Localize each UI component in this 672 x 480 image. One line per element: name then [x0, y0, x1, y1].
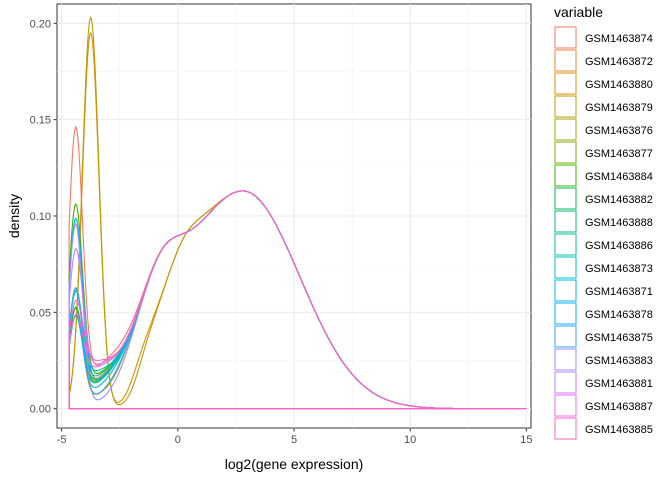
x-tick-label: -5	[57, 434, 67, 446]
legend-key	[554, 72, 577, 95]
legend-key	[554, 417, 577, 440]
y-tick-label: 0.10	[30, 211, 51, 223]
legend-key	[554, 95, 577, 118]
y-tick-label: 0.05	[30, 307, 51, 319]
legend-label: GSM1463888	[585, 217, 653, 229]
legend-key	[554, 279, 577, 302]
legend: variable GSM1463874 GSM1463872 GSM1463880 G…	[554, 4, 653, 440]
x-tick-label: 10	[404, 434, 416, 446]
y-tick-label: 0.20	[30, 18, 51, 30]
y-tick-label: 0.00	[30, 404, 51, 416]
legend-key	[554, 26, 577, 49]
legend-key	[554, 394, 577, 417]
legend-key	[554, 371, 577, 394]
legend-label: GSM1463873	[585, 263, 653, 275]
x-tick-label: 0	[175, 434, 181, 446]
legend-key	[554, 325, 577, 348]
legend-title: variable	[554, 4, 603, 20]
legend-key	[554, 164, 577, 187]
y-axis: 0.00 0.05 0.10 0.15 0.20	[30, 18, 57, 416]
legend-label: GSM1463882	[585, 194, 653, 206]
density-line-GSM1463885	[68, 190, 527, 410]
legend-label: GSM1463884	[585, 171, 653, 183]
legend-key	[554, 118, 577, 141]
legend-label: GSM1463872	[585, 56, 653, 68]
legend-label: GSM1463883	[585, 355, 653, 367]
legend-label: GSM1463881	[585, 378, 653, 390]
legend-label: GSM1463871	[585, 286, 653, 298]
x-tick-label: 5	[291, 434, 297, 446]
legend-label: GSM1463886	[585, 240, 653, 252]
legend-label: GSM1463874	[585, 33, 653, 45]
y-axis-title: density	[6, 194, 22, 238]
legend-key	[554, 49, 577, 72]
legend-label: GSM1463880	[585, 79, 653, 91]
legend-key	[554, 302, 577, 325]
y-tick-label: 0.15	[30, 115, 51, 127]
series-lines	[68, 16, 527, 410]
x-axis-title: log2(gene expression)	[225, 456, 364, 472]
legend-key	[554, 187, 577, 210]
x-tick-label: 15	[520, 434, 532, 446]
legend-key	[554, 210, 577, 233]
legend-key	[554, 141, 577, 164]
legend-label: GSM1463877	[585, 148, 653, 160]
x-axis: -5 0 5 10 15	[57, 428, 532, 446]
legend-label: GSM1463879	[585, 102, 653, 114]
legend-label: GSM1463887	[585, 401, 653, 413]
legend-key	[554, 233, 577, 256]
legend-key	[554, 256, 577, 279]
legend-label: GSM1463878	[585, 309, 653, 321]
legend-label: GSM1463885	[585, 424, 653, 436]
legend-key	[554, 348, 577, 371]
legend-label: GSM1463875	[585, 332, 653, 344]
legend-label: GSM1463876	[585, 125, 653, 137]
